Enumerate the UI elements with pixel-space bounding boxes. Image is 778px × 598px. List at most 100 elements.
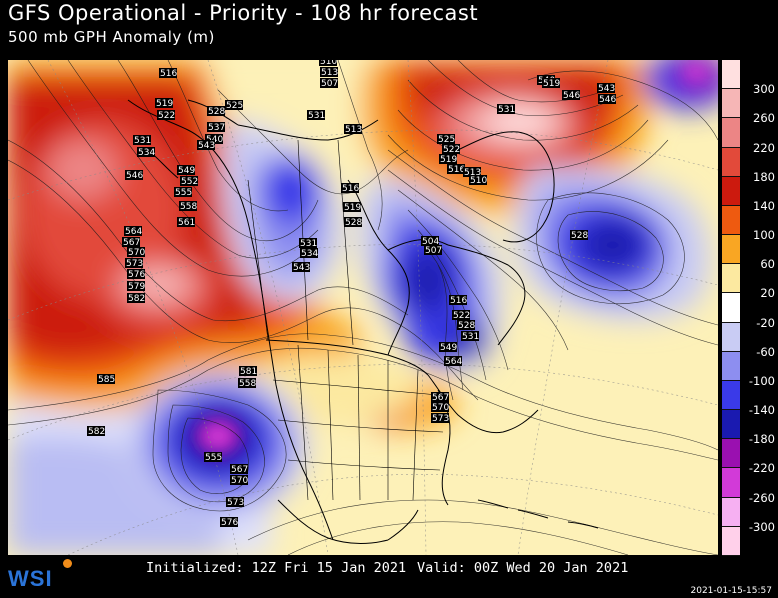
- contour-label-text: 543: [598, 84, 615, 94]
- contour-label-text: 531: [498, 105, 515, 115]
- contour-label: 581: [239, 366, 257, 377]
- contour-label: 522: [452, 310, 470, 321]
- contour-label: 546: [562, 90, 580, 101]
- contour-label-text: 516: [160, 69, 177, 79]
- color-scale-label: 100: [753, 228, 775, 243]
- contour-label: 531: [461, 331, 479, 342]
- contour-label: 543: [292, 262, 310, 273]
- contour-label-text: 581: [240, 367, 257, 377]
- color-scale-label: 60: [760, 257, 775, 272]
- contour-labels: 5165195225285315345375405435255465495525…: [87, 60, 616, 528]
- contour-label-text: 522: [158, 111, 175, 121]
- contour-label-text: 513: [321, 68, 338, 78]
- color-scale-label: 300: [753, 82, 775, 97]
- contour-label: 528: [207, 106, 225, 117]
- map-subtitle: 500 mb GPH Anomaly (m): [8, 28, 215, 46]
- contour-label: 531: [497, 104, 515, 115]
- color-scale-segment: [722, 293, 740, 323]
- contour-label-text: 519: [344, 203, 361, 213]
- contour-label: 525: [225, 100, 243, 111]
- contour-label: 549: [439, 342, 457, 353]
- contour-label: 519: [343, 202, 361, 213]
- coastlines: [127, 99, 599, 544]
- contour-label-text: 564: [445, 357, 462, 367]
- contour-label-text: 546: [599, 95, 616, 105]
- color-scale-segment: [722, 497, 740, 527]
- contour-label-text: 549: [178, 166, 195, 176]
- contour-label: 519: [155, 98, 173, 109]
- contour-label-text: 570: [432, 403, 449, 413]
- color-scale-label: 220: [753, 140, 775, 155]
- contour-label-text: 510: [470, 176, 487, 186]
- contour-label-text: 567: [123, 238, 140, 248]
- contour-label: 513: [320, 67, 338, 78]
- contour-label-text: 576: [128, 270, 145, 280]
- contour-label: 549: [177, 165, 195, 176]
- contour-label-text: 561: [178, 218, 195, 228]
- contour-label-text: 519: [440, 155, 457, 165]
- initialized-time: Initialized: 12Z Fri 15 Jan 2021: [146, 560, 407, 576]
- color-scale-segment: [722, 322, 740, 352]
- contour-label: 573: [125, 258, 143, 269]
- height-contours: [8, 60, 718, 555]
- color-scale-label: -140: [748, 403, 775, 418]
- contour-label: 528: [344, 217, 362, 228]
- color-scale-segment: [722, 176, 740, 206]
- contour-label-text: 582: [88, 427, 105, 437]
- contour-label: 516: [447, 164, 465, 175]
- contour-label: 519: [542, 78, 560, 89]
- contour-label: 570: [431, 402, 449, 413]
- map-title: GFS Operational - Priority - 108 hr fore…: [8, 1, 479, 25]
- contour-label-text: 528: [571, 231, 588, 241]
- graticule: [8, 60, 718, 555]
- contour-label: 576: [220, 517, 238, 528]
- contour-label-text: 552: [181, 177, 198, 187]
- color-scale-segment: [722, 60, 740, 90]
- contour-label-text: 531: [462, 332, 479, 342]
- contour-label: 543: [197, 140, 215, 151]
- contour-label-text: 582: [128, 294, 145, 304]
- contour-label: 528: [457, 320, 475, 331]
- contour-label: 576: [127, 269, 145, 280]
- color-scale-label: -20: [756, 315, 775, 330]
- contour-label: 567: [431, 392, 449, 403]
- contour-label: 519: [439, 154, 457, 165]
- color-scale-label: -260: [748, 490, 775, 505]
- contour-label-text: 531: [134, 136, 151, 146]
- color-scale-segment: [722, 89, 740, 119]
- color-scale-segment: [722, 147, 740, 177]
- contour-label-text: 549: [440, 343, 457, 353]
- map-svg: 5165195225285315345375405435255465495525…: [8, 60, 718, 555]
- anomaly-map: 5165195225285315345375405435255465495525…: [8, 60, 718, 555]
- contour-label: 516: [159, 68, 177, 79]
- contour-label: 567: [230, 464, 248, 475]
- color-scale-label: 260: [753, 111, 775, 126]
- contour-label: 507: [424, 245, 442, 256]
- color-scale-label: 140: [753, 198, 775, 213]
- contour-label: 534: [137, 147, 155, 158]
- color-scale-bar: [722, 60, 740, 556]
- contour-label-text: 537: [208, 123, 225, 133]
- contour-label-text: 543: [293, 263, 310, 273]
- contour-label: 537: [207, 122, 225, 133]
- contour-label: 564: [444, 356, 462, 367]
- contour-label: 585: [97, 374, 115, 385]
- contour-label-text: 513: [345, 125, 362, 135]
- contour-label: 567: [122, 237, 140, 248]
- contour-label: 510: [469, 175, 487, 186]
- contour-label: 522: [442, 144, 460, 155]
- color-scale-labels: 300 260 220 180 140 100 60 20 -20 -60 -100 -140 -180…: [741, 60, 777, 556]
- color-scale-segment: [722, 468, 740, 498]
- color-scale-segment: [722, 526, 740, 556]
- contour-label: 558: [179, 201, 197, 212]
- contour-label: 546: [598, 94, 616, 105]
- contour-label-text: 570: [128, 248, 145, 258]
- contour-label: 510: [319, 60, 337, 67]
- contour-label-text: 585: [98, 375, 115, 385]
- color-scale-segment: [722, 264, 740, 294]
- contour-label-text: 531: [300, 239, 317, 249]
- wsi-logo-dot-icon: [63, 559, 72, 568]
- contour-label: 582: [127, 293, 145, 304]
- contour-label-text: 534: [138, 148, 155, 158]
- contour-label-text: 519: [543, 79, 560, 89]
